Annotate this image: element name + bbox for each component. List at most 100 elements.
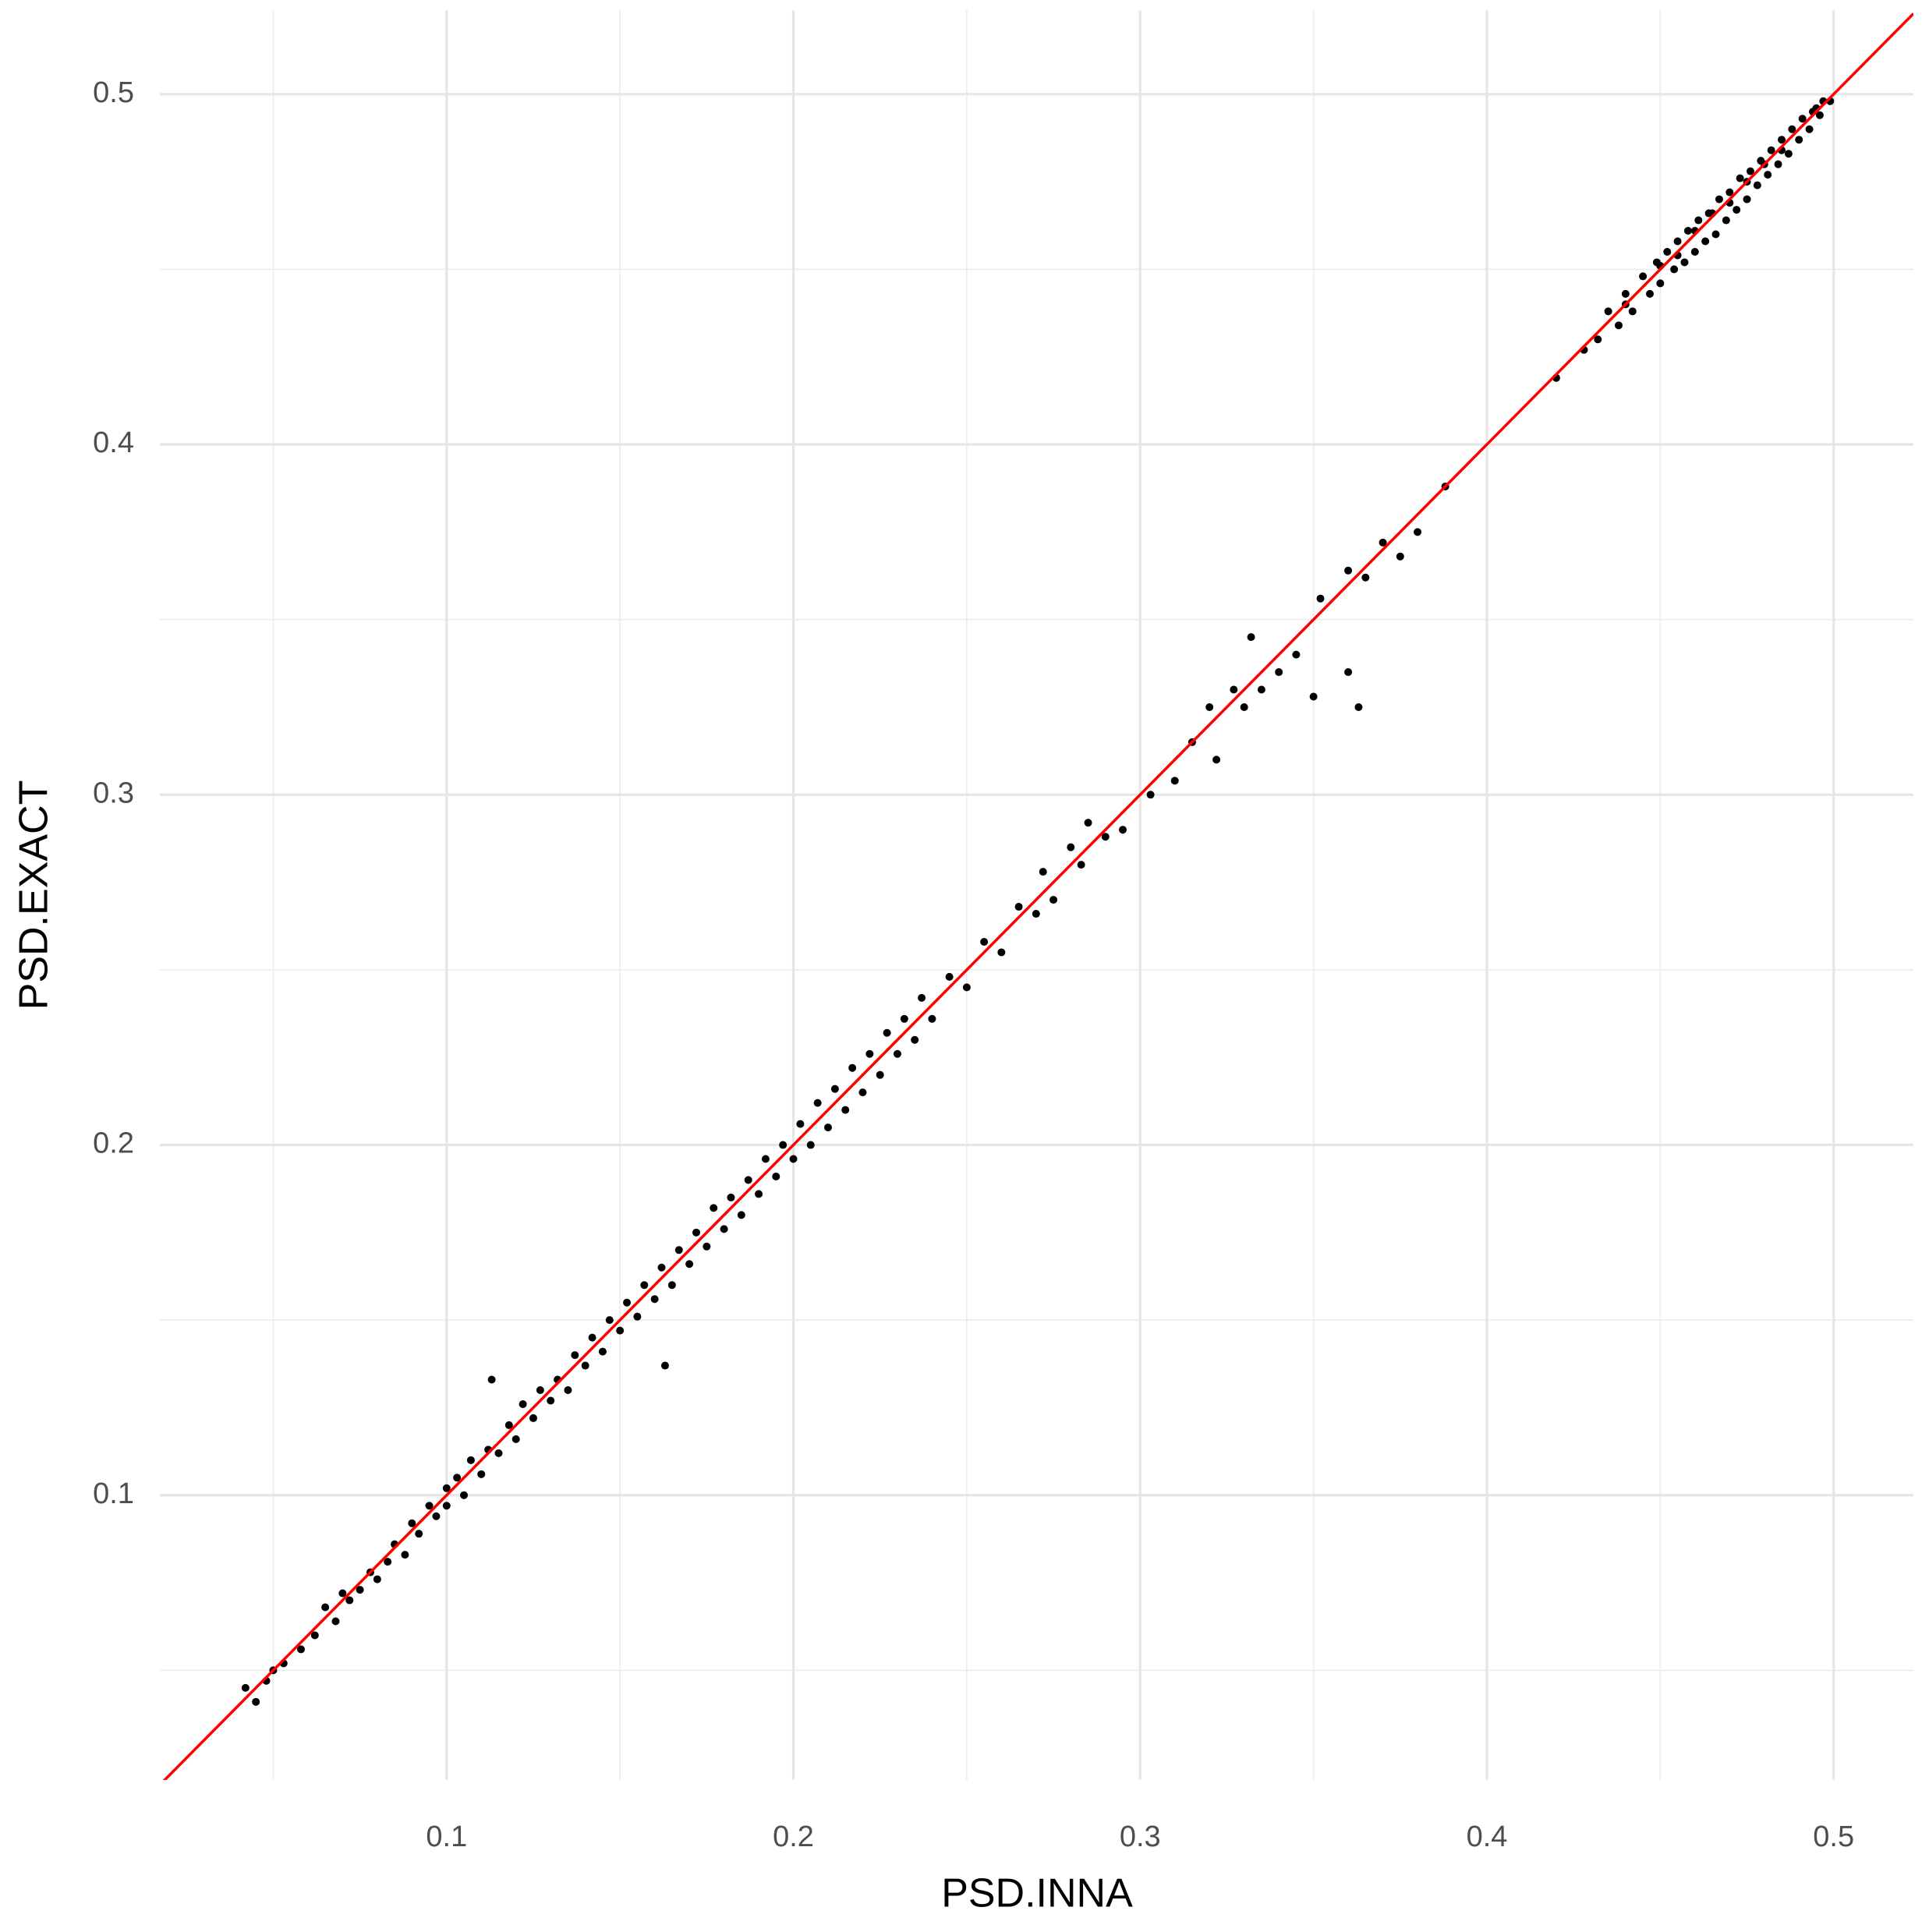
point — [997, 948, 1006, 957]
point — [384, 1558, 392, 1566]
x-tick-label: 0.5 — [1813, 1821, 1854, 1853]
point — [494, 1449, 503, 1457]
point — [1621, 289, 1630, 298]
point — [442, 1502, 451, 1510]
point — [928, 1014, 936, 1023]
point — [356, 1586, 364, 1594]
point — [1170, 777, 1179, 785]
point — [1240, 702, 1248, 711]
point — [1795, 136, 1803, 144]
point — [1604, 307, 1612, 316]
point — [1701, 237, 1710, 246]
y-tick-label: 0.4 — [93, 426, 134, 459]
point — [720, 1225, 728, 1233]
point — [1722, 216, 1730, 225]
point — [1247, 633, 1255, 642]
point — [1680, 258, 1689, 267]
point — [1316, 594, 1325, 603]
x-tick-label: 0.1 — [426, 1821, 467, 1853]
y-tick-label: 0.1 — [93, 1477, 134, 1510]
point — [841, 1106, 850, 1114]
point — [345, 1596, 354, 1605]
point — [1673, 237, 1682, 246]
x-tick-label: 0.4 — [1467, 1821, 1508, 1853]
point — [772, 1172, 780, 1180]
point — [660, 1361, 669, 1370]
point — [657, 1263, 666, 1272]
point — [1032, 910, 1040, 918]
point — [1014, 903, 1023, 911]
point — [1361, 573, 1370, 582]
point — [425, 1502, 434, 1510]
point — [1683, 227, 1692, 235]
point — [605, 1316, 614, 1325]
point — [1784, 150, 1793, 158]
point — [685, 1260, 694, 1269]
point — [310, 1631, 319, 1640]
point — [710, 1204, 718, 1212]
y-tick-label: 0.5 — [93, 76, 134, 109]
point — [623, 1298, 632, 1307]
point — [650, 1295, 659, 1304]
point — [1379, 538, 1387, 547]
point — [564, 1385, 572, 1394]
point — [1257, 685, 1265, 694]
point — [466, 1456, 475, 1464]
point — [633, 1312, 642, 1321]
point — [432, 1512, 441, 1520]
point — [1205, 702, 1214, 711]
point — [1746, 167, 1754, 175]
point — [727, 1193, 735, 1201]
point — [1736, 174, 1744, 182]
x-tick-label: 0.3 — [1120, 1821, 1161, 1853]
point — [883, 1028, 891, 1037]
point — [1815, 111, 1824, 119]
point — [813, 1099, 822, 1107]
point — [980, 937, 989, 946]
point — [1628, 307, 1637, 316]
point — [1101, 833, 1110, 841]
point — [1354, 702, 1363, 711]
point — [536, 1385, 544, 1394]
point — [865, 1049, 874, 1058]
point — [1344, 668, 1353, 677]
point — [571, 1351, 579, 1360]
point — [616, 1326, 625, 1335]
point — [918, 993, 926, 1002]
point — [1743, 195, 1751, 203]
point — [321, 1603, 330, 1612]
point — [547, 1396, 555, 1405]
point — [1039, 868, 1047, 876]
point — [789, 1155, 798, 1163]
point — [408, 1519, 416, 1527]
point — [598, 1347, 607, 1356]
point — [1778, 136, 1786, 144]
point — [1694, 216, 1703, 225]
point — [1292, 650, 1301, 659]
point — [511, 1435, 520, 1443]
point — [667, 1281, 676, 1290]
point — [252, 1697, 260, 1706]
point — [401, 1551, 409, 1559]
point — [703, 1242, 711, 1251]
point — [1725, 188, 1734, 196]
point — [911, 1035, 919, 1044]
point — [477, 1470, 486, 1478]
point — [338, 1589, 347, 1598]
point — [900, 1014, 908, 1023]
point — [640, 1281, 649, 1290]
reference-line — [162, 12, 1913, 1780]
point — [460, 1491, 469, 1499]
point — [297, 1645, 306, 1654]
point — [241, 1683, 250, 1692]
point — [945, 972, 954, 981]
point — [487, 1375, 496, 1384]
point — [823, 1123, 832, 1132]
point — [1774, 160, 1782, 168]
point — [737, 1211, 745, 1219]
y-tick-label: 0.3 — [93, 777, 134, 809]
point — [1119, 826, 1127, 834]
point — [1788, 125, 1796, 133]
point — [674, 1246, 683, 1254]
